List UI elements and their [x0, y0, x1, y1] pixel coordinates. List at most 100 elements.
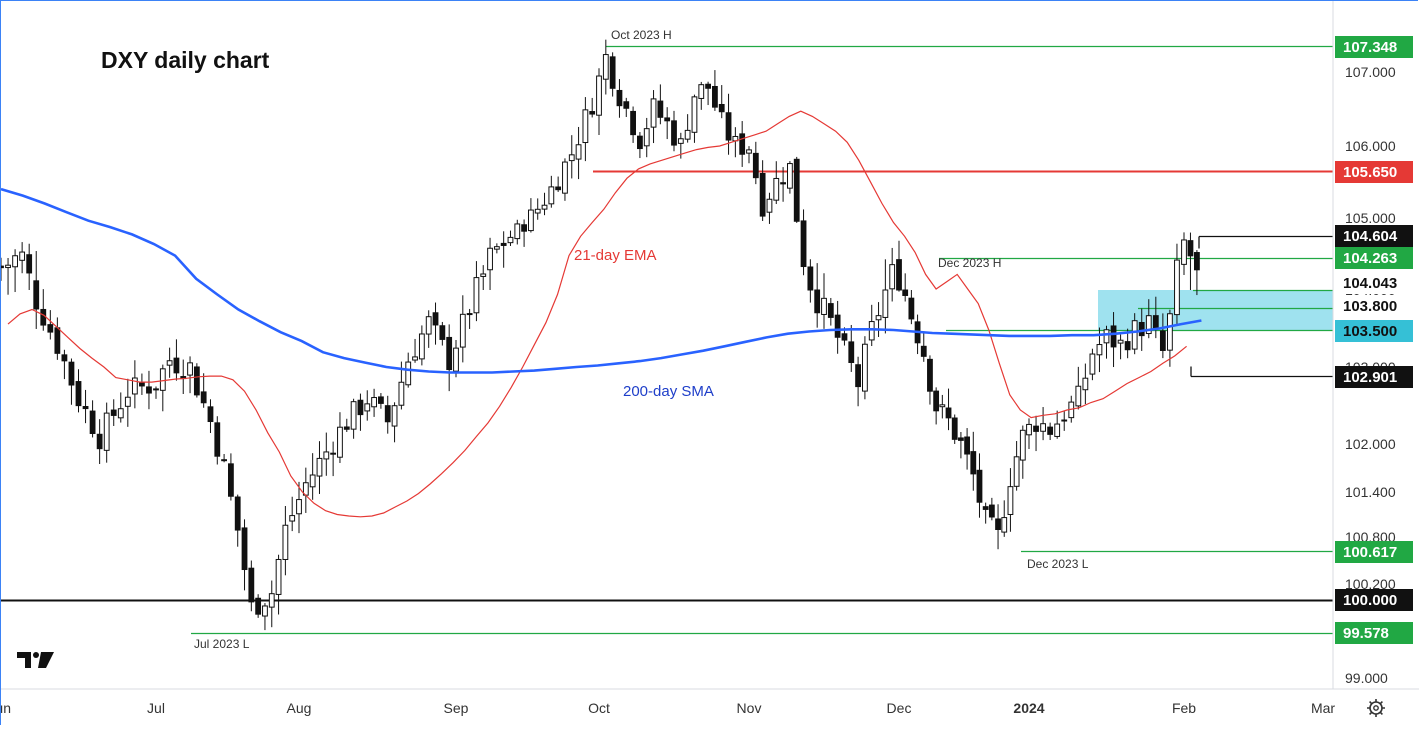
time-axis[interactable]: Jun Jul Aug Sep Oct Nov Dec 2024 Feb Mar: [0, 700, 1335, 716]
candle-body: [698, 84, 705, 99]
candle-body: [602, 54, 609, 80]
candle-body: [882, 289, 889, 318]
x-tick-label: Feb: [1172, 700, 1196, 716]
candle-body: [12, 255, 18, 268]
candle-body: [398, 381, 405, 406]
candle-body: [945, 407, 952, 419]
price-label: 104.604: [1343, 228, 1398, 245]
candle-body: [228, 463, 234, 497]
candle-body: [1075, 385, 1082, 407]
candle-body: [234, 496, 241, 531]
candle-body: [343, 426, 350, 430]
candle-body: [446, 336, 453, 371]
candle-body: [521, 224, 527, 232]
candle-body: [787, 163, 793, 189]
candle-body: [821, 297, 827, 315]
candle-body: [68, 361, 75, 386]
candle-body: [684, 129, 691, 140]
candle-body: [1110, 325, 1117, 348]
candle-body: [453, 347, 459, 372]
candle-body: [337, 426, 343, 458]
price-label: 102.901: [1343, 369, 1397, 386]
candle-body: [357, 399, 364, 416]
annotation-oct-high: Oct 2023 H: [611, 28, 672, 42]
price-label-bg: [1335, 295, 1413, 317]
candle-body: [296, 499, 302, 515]
candle-body: [562, 161, 568, 194]
candle-body: [1103, 329, 1110, 344]
candle-body: [425, 316, 432, 335]
y-tick-label: 100.200: [1345, 576, 1396, 592]
candle-body: [793, 158, 800, 222]
candle-body: [623, 101, 630, 109]
price-label-bg: [1335, 320, 1413, 342]
price-label-bg: [1335, 541, 1413, 563]
candle-body: [1174, 259, 1180, 316]
candle-body: [221, 459, 227, 462]
candle-body: [1145, 315, 1152, 335]
candle-body: [933, 390, 940, 412]
price-labels: 107.348 105.650 104.604 104.263 104.043 103.8…: [1335, 36, 1413, 644]
candle-body: [200, 391, 207, 404]
candle-body: [19, 251, 26, 261]
candle-body: [82, 406, 89, 410]
candle-body: [862, 343, 868, 392]
annotation-sma: 200-day SMA: [623, 383, 714, 400]
candle-body: [534, 208, 541, 214]
candle-body: [988, 504, 995, 518]
candle-body: [528, 209, 534, 232]
candle-body: [1040, 423, 1046, 432]
annotation-jul-low: Jul 2023 L: [194, 637, 250, 651]
candle-body: [896, 259, 902, 291]
y-tick-label: 102.000: [1345, 436, 1396, 452]
candle-body: [848, 341, 855, 363]
candle-body: [705, 83, 711, 89]
candle-body: [439, 325, 446, 340]
annotation-dec-high: Dec 2023 H: [938, 256, 1001, 270]
price-label: 104.043: [1343, 275, 1397, 292]
candle-body: [902, 289, 909, 296]
ema-21-line: [7, 110, 1187, 518]
y-tick-label: 106.000: [1345, 138, 1396, 154]
horizontal-levels: [1, 45, 1333, 635]
price-label-bg: [1335, 622, 1413, 644]
candle-body: [575, 144, 582, 160]
candle-body: [153, 388, 159, 391]
candle-body: [159, 368, 166, 391]
candle-body: [262, 605, 268, 617]
price-label: 107.348: [1343, 39, 1397, 56]
candle-body: [841, 333, 848, 341]
candle-body: [418, 333, 425, 360]
price-label-bg: [1335, 247, 1413, 269]
price-label: 100.617: [1343, 544, 1397, 561]
candle-body: [650, 98, 657, 128]
price-label: 99.578: [1343, 625, 1389, 642]
candle-body: [1033, 425, 1039, 432]
candle-body: [378, 396, 384, 404]
candle-body: [187, 362, 193, 376]
price-label: 103.800: [1343, 298, 1397, 315]
candle-body: [75, 381, 82, 407]
y-tick-label: 99.000: [1345, 670, 1388, 686]
candle-body: [766, 198, 773, 213]
price-label-bg: [1335, 366, 1413, 388]
candle-body: [5, 264, 11, 269]
candle-body: [316, 457, 323, 477]
candle-body: [920, 345, 927, 357]
candle-body: [868, 321, 875, 341]
candle-body: [927, 358, 933, 392]
settings-gear-icon[interactable]: [1367, 699, 1385, 717]
candles-layer: [0, 39, 1200, 631]
candle-body: [364, 403, 371, 412]
candle-body: [1047, 426, 1054, 435]
candle-body: [207, 406, 214, 423]
candle-body: [282, 524, 289, 560]
candle-body: [814, 289, 821, 314]
candle-body: [568, 154, 575, 162]
candle-body: [26, 254, 33, 274]
candle-body: [630, 110, 636, 136]
candle-body: [103, 412, 110, 451]
candle-body: [976, 469, 983, 503]
